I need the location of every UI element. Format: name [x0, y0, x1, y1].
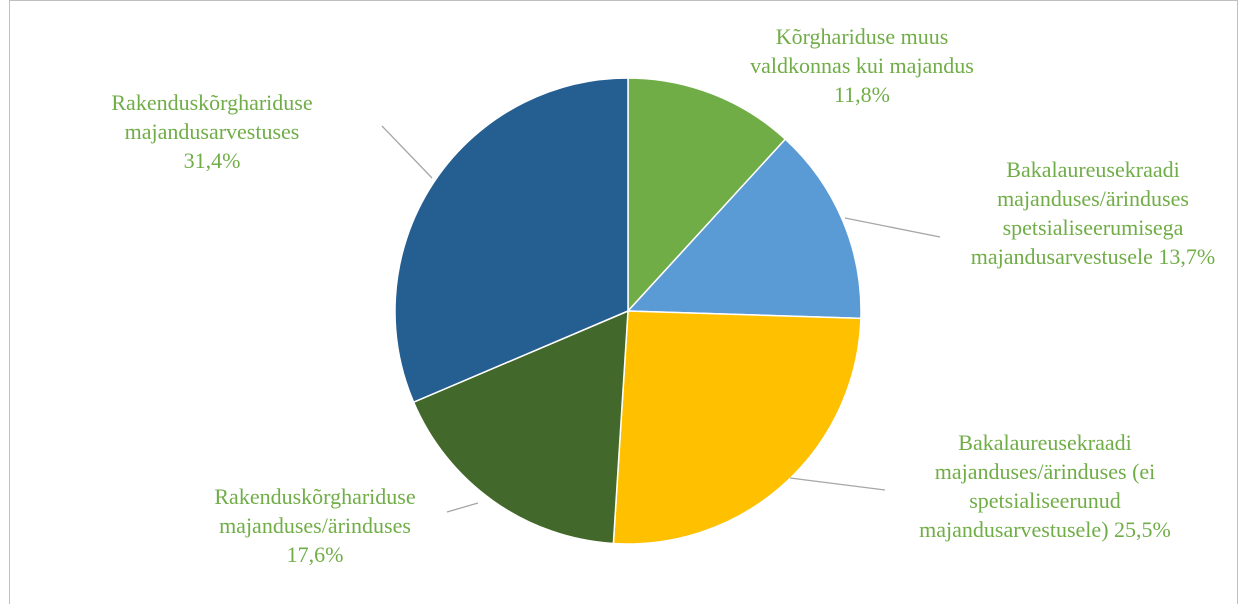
- data-label: Bakalaureusekraadi majanduses/ärinduses …: [968, 155, 1218, 271]
- label-text: Rakenduskõrghariduse majanduses/ärinduse…: [214, 484, 416, 538]
- pie-slice: [412, 309, 629, 545]
- label-text: Bakalaureusekraadi majanduses/ärinduses …: [919, 430, 1156, 542]
- pie-slice: [626, 138, 862, 320]
- leader-line: [381, 125, 433, 179]
- data-label: Bakalaureusekraadi majanduses/ärinduses …: [912, 428, 1178, 544]
- pie-slice: [394, 77, 629, 404]
- label-text: 13,7%: [1158, 244, 1216, 269]
- label-text: Kõrghariduse muus valdkonnas kui majandu…: [750, 24, 974, 78]
- label-text: Bakalaureusekraadi majanduses/ärinduses …: [970, 157, 1189, 269]
- leader-line: [789, 477, 886, 491]
- frame: [9, 0, 1238, 604]
- pie: [394, 77, 862, 545]
- leader-lines: [381, 125, 941, 513]
- leader-line: [446, 502, 479, 513]
- label-text: 17,6%: [286, 542, 344, 567]
- leader-line: [844, 217, 941, 238]
- pie-slice: [627, 77, 787, 313]
- label-text: 31,4%: [183, 148, 241, 173]
- data-label: Rakenduskõrghariduse majandusarvestuses …: [97, 88, 327, 175]
- label-text: Rakenduskõrghariduse majandusarvestuses: [111, 90, 313, 144]
- data-label: Rakenduskõrghariduse majanduses/ärinduse…: [195, 482, 435, 569]
- data-label: Kõrghariduse muus valdkonnas kui majandu…: [737, 22, 987, 109]
- label-text: 25,5%: [1114, 517, 1171, 542]
- label-text: 11,8%: [833, 82, 890, 107]
- pie-slice: [612, 310, 862, 545]
